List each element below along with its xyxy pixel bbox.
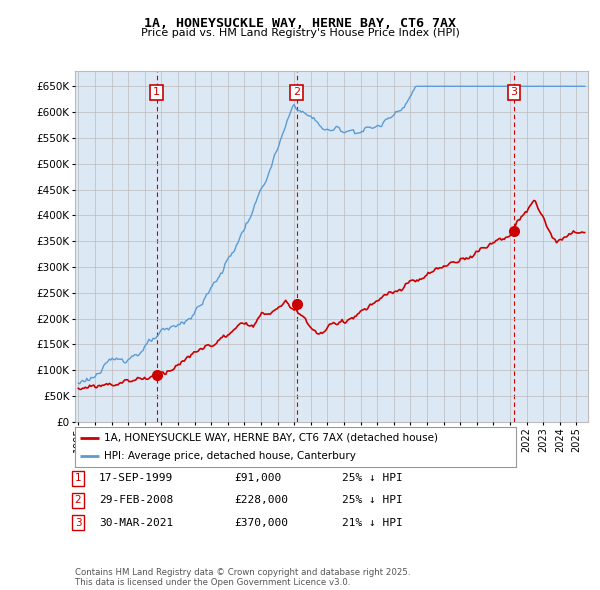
Text: 2: 2 [74, 496, 82, 505]
Text: 2: 2 [293, 87, 301, 97]
Text: 29-FEB-2008: 29-FEB-2008 [99, 496, 173, 505]
Text: 25% ↓ HPI: 25% ↓ HPI [342, 474, 403, 483]
Text: Price paid vs. HM Land Registry's House Price Index (HPI): Price paid vs. HM Land Registry's House … [140, 28, 460, 38]
Text: HPI: Average price, detached house, Canterbury: HPI: Average price, detached house, Cant… [104, 451, 356, 461]
Text: 1A, HONEYSUCKLE WAY, HERNE BAY, CT6 7AX (detached house): 1A, HONEYSUCKLE WAY, HERNE BAY, CT6 7AX … [104, 433, 437, 443]
Text: £370,000: £370,000 [234, 518, 288, 527]
Text: 1A, HONEYSUCKLE WAY, HERNE BAY, CT6 7AX: 1A, HONEYSUCKLE WAY, HERNE BAY, CT6 7AX [144, 17, 456, 30]
Text: £228,000: £228,000 [234, 496, 288, 505]
Text: 3: 3 [511, 87, 518, 97]
Text: 3: 3 [74, 518, 82, 527]
Text: 30-MAR-2021: 30-MAR-2021 [99, 518, 173, 527]
Text: 25% ↓ HPI: 25% ↓ HPI [342, 496, 403, 505]
Text: 21% ↓ HPI: 21% ↓ HPI [342, 518, 403, 527]
Text: Contains HM Land Registry data © Crown copyright and database right 2025.
This d: Contains HM Land Registry data © Crown c… [75, 568, 410, 587]
Text: £91,000: £91,000 [234, 474, 281, 483]
Text: 1: 1 [153, 87, 160, 97]
Text: 17-SEP-1999: 17-SEP-1999 [99, 474, 173, 483]
Text: 1: 1 [74, 474, 82, 483]
